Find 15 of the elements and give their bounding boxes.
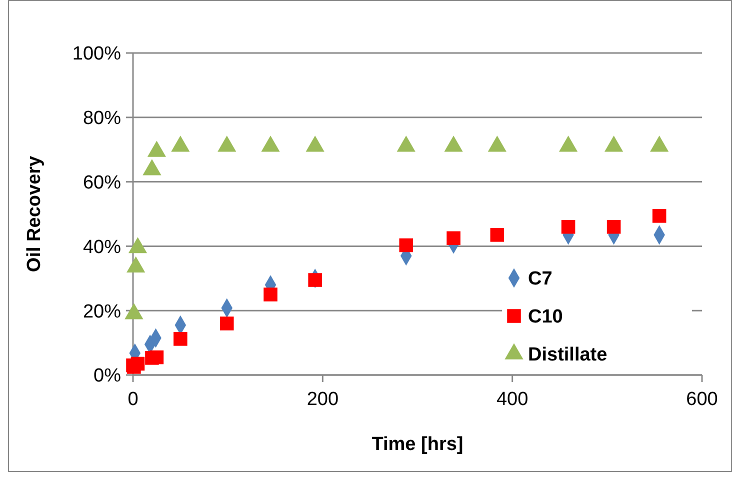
legend-label: C7 [528,268,552,290]
legend-label: Distillate [528,344,608,366]
y-axis-title: Oil Recovery [24,155,45,272]
y-tick-label: 20% [82,301,122,322]
y-tick-label: 0% [94,366,122,387]
x-tick-label: 0 [128,389,138,410]
y-tick-label: 100% [72,44,122,65]
x-tick-label: 600 [686,389,718,410]
y-tick-label: 40% [82,236,122,258]
y-tick-label: 60% [82,172,122,194]
y-tick-label: 80% [82,108,122,130]
legend-label: C10 [528,306,563,328]
x-tick-label: 400 [496,389,528,410]
x-tick-label: 200 [306,389,339,410]
x-axis-title: Time [hrs] [372,434,464,455]
